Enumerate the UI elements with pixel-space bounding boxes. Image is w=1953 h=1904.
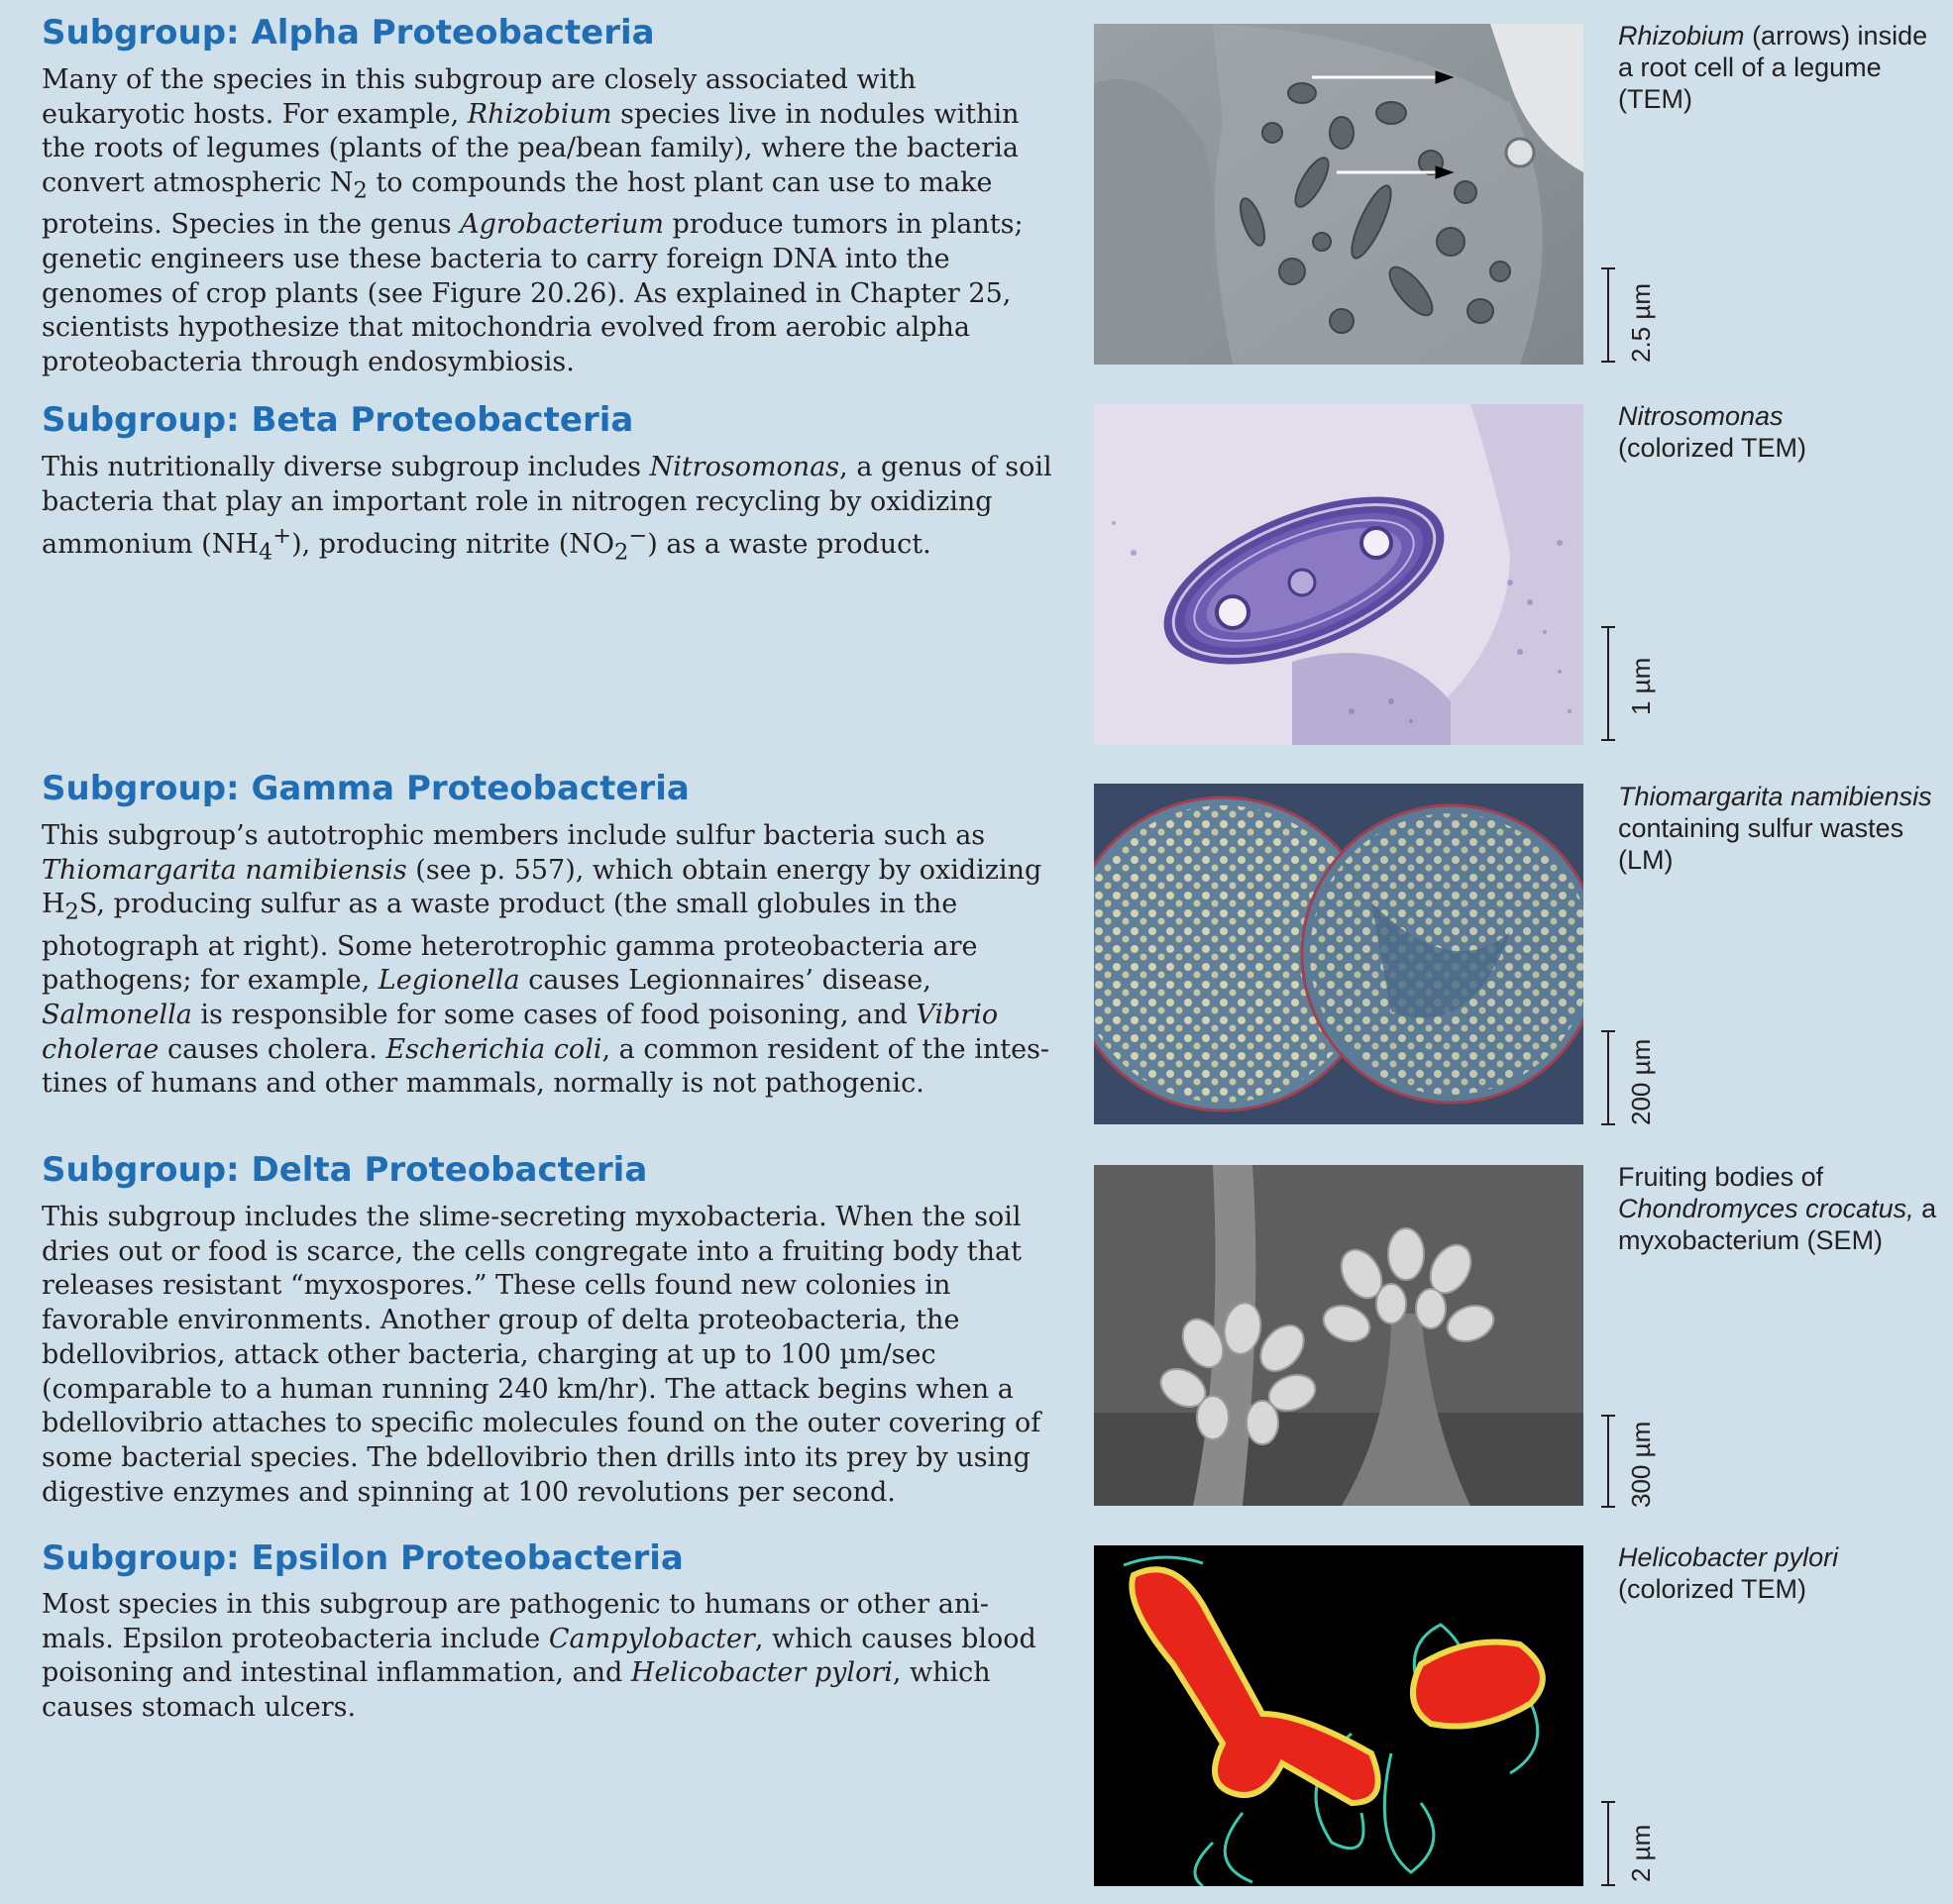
caption-delta: Fruiting bodies of Chondromyces crocatus…: [1618, 1162, 1937, 1255]
rhizobium-tem-image: [1094, 24, 1583, 365]
heading-epsilon: Subgroup: Epsilon Proteobacteria: [42, 1538, 684, 1578]
caption-alpha: Rhizobium (arrows) inside a root cell of…: [1618, 21, 1928, 114]
body-epsilon: Most species in this subgroup are pathog…: [42, 1589, 1036, 1724]
caption-beta: Nitrosomonas (colorized TEM): [1618, 401, 1807, 463]
scale-bar-epsilon: [1601, 1801, 1621, 1886]
scale-label-gamma: 200 µm: [1626, 1038, 1656, 1125]
caption-gamma: Thiomargarita namibiensis containing sul…: [1618, 782, 1932, 875]
heading-alpha: Subgroup: Alpha Proteobacteria: [42, 13, 655, 53]
heading-gamma: Subgroup: Gamma Proteobacteria: [42, 769, 690, 808]
caption-epsilon: Helicobacter pylori (colorized TEM): [1618, 1542, 1839, 1604]
heading-beta: Subgroup: Beta Proteobacteria: [42, 400, 634, 440]
body-alpha: Many of the species in this subgroup are…: [42, 64, 1024, 378]
chondromyces-sem-image: [1094, 1165, 1583, 1506]
thiomargarita-lm-image: [1094, 784, 1583, 1124]
scale-label-alpha: 2.5 µm: [1626, 282, 1656, 363]
scale-label-epsilon: 2 µm: [1626, 1824, 1656, 1882]
scale-bar-delta: [1601, 1415, 1621, 1508]
heading-delta: Subgroup: Delta Proteobacteria: [42, 1150, 648, 1190]
nitrosomonas-tem-image: [1094, 404, 1583, 745]
scale-label-beta: 1 µm: [1626, 657, 1656, 715]
body-gamma: This subgroup’s autotrophic members incl…: [42, 820, 1050, 1100]
helicobacter-tem-image: [1094, 1545, 1583, 1886]
body-delta: This subgroup includes the slime-secreti…: [42, 1202, 1041, 1508]
scale-label-delta: 300 µm: [1626, 1421, 1656, 1508]
scale-bar-alpha: [1601, 267, 1621, 363]
scale-bar-beta: [1601, 626, 1621, 741]
body-beta: This nutritionally diverse subgroup incl…: [42, 452, 1052, 566]
scale-bar-gamma: [1601, 1030, 1621, 1125]
